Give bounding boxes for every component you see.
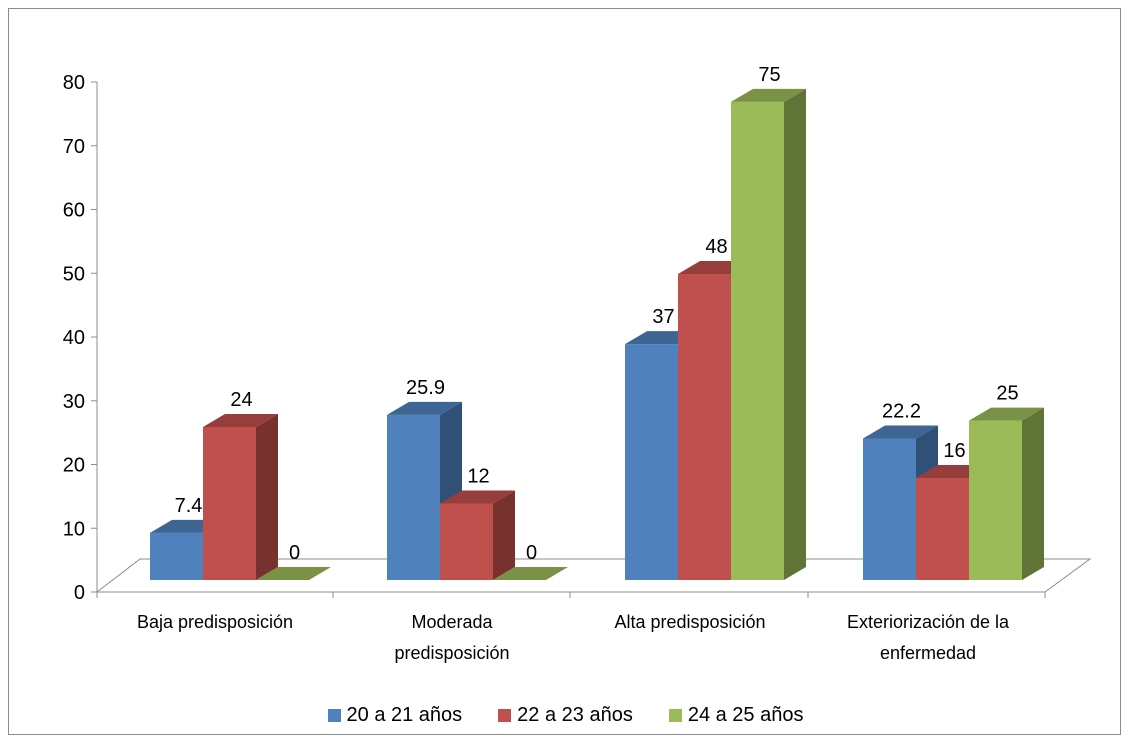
bar-value-label: 22.2 — [882, 400, 921, 422]
y-tick-label: 50 — [63, 263, 85, 285]
bar-front — [916, 478, 969, 580]
bar-front — [203, 427, 256, 580]
bar-side — [1022, 407, 1044, 580]
legend-item-series-2: 22 a 23 años — [498, 704, 633, 727]
legend-swatch-series-2 — [498, 708, 512, 722]
bar-top — [440, 490, 515, 504]
x-category-label: enfermedad — [880, 643, 976, 663]
bar-side — [256, 414, 278, 580]
bar-value-label: 7.4 — [175, 495, 203, 517]
y-tick-label: 40 — [63, 327, 85, 349]
x-category-label: Exteriorización de la — [847, 612, 1010, 632]
x-category-label: Baja predisposición — [137, 612, 293, 632]
legend-item-series-3: 24 a 25 años — [668, 703, 804, 727]
chart-frame — [8, 8, 1121, 735]
y-tick-label: 10 — [63, 518, 85, 540]
bar-front — [150, 532, 203, 580]
bar-top — [731, 88, 806, 102]
bar-top — [493, 567, 568, 580]
bar-front — [625, 344, 678, 580]
bar-side — [784, 88, 806, 580]
legend-label-series-2: 22 a 23 años — [517, 703, 633, 726]
bar-front — [863, 438, 916, 580]
bar-front — [731, 101, 784, 580]
bar-front — [440, 503, 493, 580]
bar-top — [203, 414, 278, 427]
bar-front — [678, 274, 731, 580]
y-tick-label: 20 — [63, 455, 85, 477]
legend-item-series-1: 20 a 21 años — [327, 703, 463, 727]
legend-label-series-3: 24 a 25 años — [687, 703, 804, 726]
bar-value-label: 75 — [758, 64, 780, 86]
y-tick-label: 70 — [63, 136, 85, 158]
bar-top — [256, 567, 331, 580]
bar-value-label: 48 — [705, 236, 727, 258]
bar-value-label: 0 — [289, 542, 300, 564]
bar-value-label: 37 — [652, 306, 674, 328]
bar-top — [969, 407, 1044, 421]
legend-swatch-series-1 — [327, 708, 341, 722]
bar-value-label: 25.9 — [406, 377, 445, 399]
bar-value-label: 12 — [467, 466, 489, 488]
y-tick-label: 80 — [63, 72, 85, 94]
bar-value-label: 25 — [996, 383, 1018, 405]
legend: 20 a 21 años 22 a 23 años 24 a 25 años — [0, 700, 1131, 730]
legend-label-series-1: 20 a 21 años — [346, 703, 463, 726]
legend-swatch-series-3 — [668, 708, 682, 722]
bar-value-label: 0 — [526, 542, 537, 564]
y-tick-label: 30 — [63, 391, 85, 413]
bar-front — [387, 414, 440, 580]
bar-value-label: 24 — [230, 389, 252, 411]
y-tick-label: 60 — [63, 200, 85, 222]
x-category-label: Alta predisposición — [614, 612, 765, 632]
x-category-label: Moderada — [411, 612, 493, 632]
bar-side — [493, 490, 515, 580]
bar-top — [387, 401, 462, 415]
bar-top — [863, 425, 938, 439]
chart-floor — [95, 558, 1092, 593]
bar-value-label: 16 — [943, 440, 965, 462]
x-category-label: predisposición — [394, 643, 509, 663]
y-tick-label: 0 — [74, 582, 85, 604]
bar-front — [969, 420, 1022, 580]
